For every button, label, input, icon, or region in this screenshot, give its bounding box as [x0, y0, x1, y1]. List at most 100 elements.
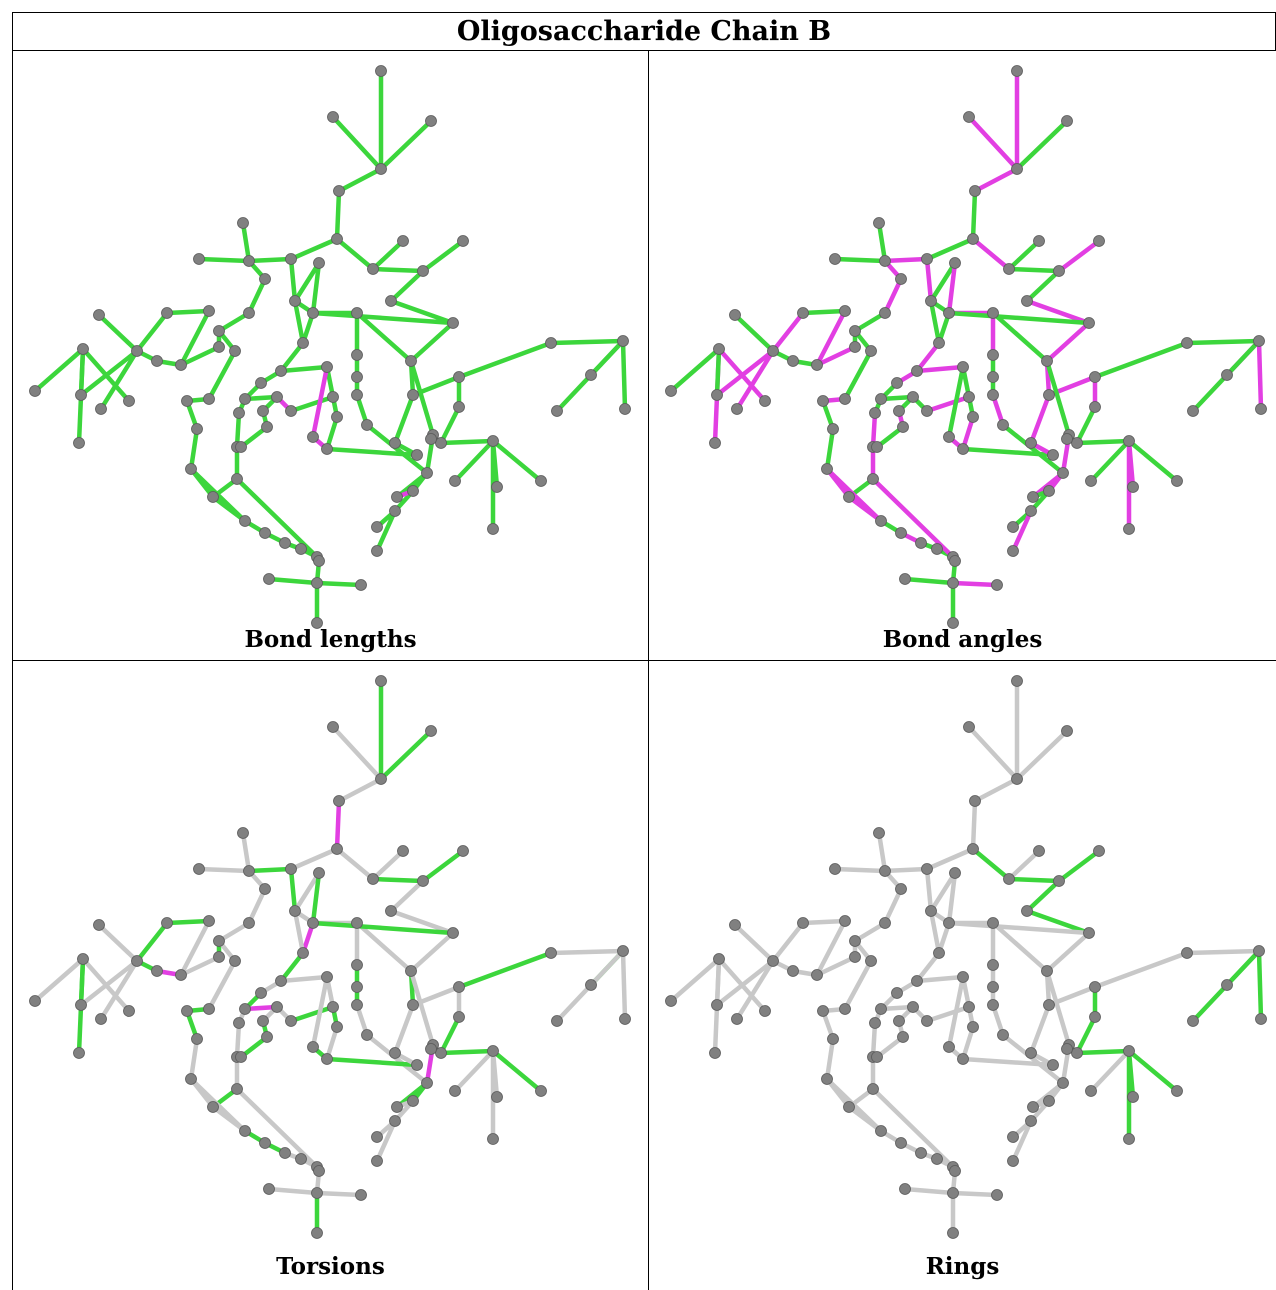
atom: [921, 405, 933, 417]
atom: [899, 1183, 911, 1195]
atom: [321, 361, 333, 373]
atom: [1255, 1013, 1267, 1025]
atom: [865, 955, 877, 967]
atom: [321, 443, 333, 455]
bond: [1014, 118, 1070, 172]
bond: [946, 260, 958, 316]
bond: [814, 308, 848, 368]
atom: [491, 481, 503, 493]
atom: [759, 1005, 771, 1017]
panel-rings: Rings: [649, 661, 1276, 1290]
atom: [361, 1029, 373, 1041]
atom: [915, 1147, 927, 1159]
bond: [438, 1048, 496, 1056]
atom: [551, 1015, 563, 1027]
atom: [391, 1101, 403, 1113]
atom: [767, 345, 779, 357]
atom: [207, 491, 219, 503]
atom: [435, 437, 447, 449]
bond: [1010, 508, 1034, 554]
bond: [1006, 876, 1062, 884]
atom: [453, 371, 465, 383]
bond: [240, 220, 252, 264]
atom: [487, 523, 499, 535]
bond: [310, 870, 322, 926]
atom: [1057, 467, 1069, 479]
atom: [313, 555, 325, 567]
bond: [970, 236, 1012, 272]
atom: [871, 1051, 883, 1063]
atom: [1043, 389, 1055, 401]
bond: [950, 1190, 1000, 1198]
atom: [327, 391, 339, 403]
bond: [832, 256, 888, 264]
bond: [842, 348, 874, 402]
atom: [259, 1137, 271, 1149]
atom: [1093, 235, 1105, 247]
bond: [946, 364, 966, 440]
bond: [914, 974, 966, 984]
atom: [231, 1083, 243, 1095]
atom: [371, 545, 383, 557]
left-border: [12, 12, 13, 1290]
atom: [203, 305, 215, 317]
atom: [665, 995, 677, 1007]
atom: [229, 345, 241, 357]
atom: [879, 865, 891, 877]
bond: [1000, 1032, 1066, 1086]
atom: [1057, 1077, 1069, 1089]
atom: [1093, 845, 1105, 857]
atom: [307, 431, 319, 443]
bond: [1010, 1118, 1034, 1164]
atom: [1007, 1155, 1019, 1167]
atom: [1181, 337, 1193, 349]
atom: [213, 935, 225, 947]
bond: [814, 954, 858, 978]
bond: [924, 1004, 972, 1024]
atom: [93, 919, 105, 931]
atom: [333, 795, 345, 807]
atom: [407, 485, 419, 497]
panel-caption: Rings: [925, 1253, 1000, 1280]
bond: [1024, 908, 1092, 936]
atom: [787, 355, 799, 367]
atom: [237, 217, 249, 229]
atom: [151, 965, 163, 977]
atom: [425, 433, 437, 445]
atom: [213, 341, 225, 353]
atom: [73, 437, 85, 449]
atom: [963, 1001, 975, 1013]
atom: [1025, 437, 1037, 449]
bond: [946, 974, 966, 1050]
bond: [732, 312, 776, 354]
atom: [617, 335, 629, 347]
bond: [620, 948, 628, 1022]
atom: [243, 865, 255, 877]
atom: [987, 981, 999, 993]
bond: [310, 364, 330, 440]
bond: [914, 340, 942, 374]
bond: [946, 310, 1092, 326]
atom: [879, 917, 891, 929]
bond: [310, 974, 330, 1050]
bond: [1056, 848, 1102, 884]
bond: [1184, 948, 1262, 956]
molecule-bond-lengths: [29, 65, 631, 629]
atom: [1071, 437, 1083, 449]
atom: [411, 1059, 423, 1071]
atom: [289, 295, 301, 307]
atom: [311, 577, 323, 589]
atom: [75, 389, 87, 401]
atom: [1061, 1043, 1073, 1055]
atom: [123, 1005, 135, 1017]
atom: [285, 863, 297, 875]
atom: [311, 1187, 323, 1199]
bond: [970, 188, 978, 242]
atom: [713, 343, 725, 355]
panel-torsions: Torsions: [13, 661, 648, 1290]
bond: [438, 404, 462, 446]
bond: [924, 866, 934, 914]
bond: [364, 1032, 430, 1086]
atom: [261, 1031, 273, 1043]
atom: [963, 111, 975, 123]
